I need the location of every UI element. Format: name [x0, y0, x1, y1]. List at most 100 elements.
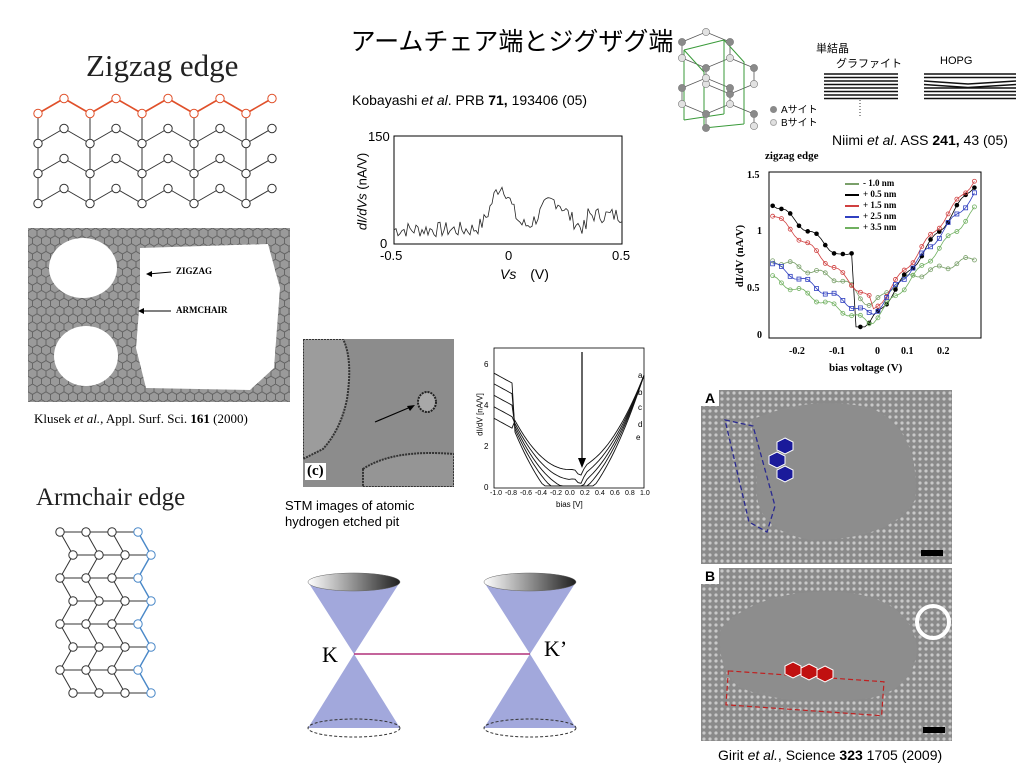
niimi-marker [831, 251, 837, 256]
lattice-bond [63, 158, 91, 174]
niimi-marker [936, 235, 942, 241]
lattice-atom [267, 123, 277, 134]
pit-diagram: ZIGZAG ARMCHAIR [28, 228, 290, 402]
niimi-marker [893, 281, 898, 287]
niimi-marker [796, 223, 802, 229]
zigzag-lattice-diagram [33, 93, 277, 209]
lattice-bond [63, 97, 91, 115]
niimi-marker [963, 255, 969, 260]
graphite-atom [726, 84, 734, 92]
lattice-bond [245, 97, 273, 115]
niimi-legend-entry: + 0.5 nm [845, 189, 896, 200]
legend-swatch-icon [845, 182, 859, 185]
niimi-marker [857, 289, 863, 295]
unit-cell-box [683, 39, 745, 129]
niimi-legend-entry: + 3.5 nm [845, 222, 896, 233]
legend-swatch-icon [845, 193, 859, 196]
lattice-atom [55, 527, 65, 537]
lattice-atom [189, 108, 199, 119]
spectra-arrowhead-icon [578, 458, 586, 468]
lattice-atom [68, 688, 78, 698]
niimi-xtick-3: 0.1 [901, 346, 914, 357]
spectra-ylabel: dI/dV [nA/V] [475, 393, 485, 436]
niimi-ylabel: dI/dV (nA/V) [734, 224, 746, 288]
lattice-atom [94, 688, 104, 698]
red-hexagons [784, 661, 834, 683]
niimi-marker [805, 290, 811, 296]
lattice-atom [81, 665, 91, 675]
lattice-atom [189, 138, 199, 149]
lattice-atom [146, 596, 156, 606]
dirac-cones-svg [307, 572, 577, 738]
graphite-atom [702, 28, 710, 36]
niimi-ytick-3: 1.5 [747, 170, 760, 181]
lattice-atom [33, 198, 43, 209]
graphite-atom [702, 64, 710, 72]
lattice-atom [267, 183, 277, 194]
niimi-marker [857, 296, 863, 302]
niimi-marker [972, 257, 977, 263]
lattice-atom [68, 550, 78, 560]
spectra-xlabel: bias [V] [556, 500, 583, 509]
lattice-atom [120, 688, 130, 698]
spectra-curve [493, 375, 645, 484]
niimi-legend-entry: - 1.0 nm [845, 178, 896, 189]
niimi-marker [814, 268, 819, 273]
niimi-marker [910, 265, 916, 271]
niimi-marker [787, 287, 793, 293]
niimi-marker [928, 258, 933, 264]
niimi-marker [936, 263, 942, 269]
kobayashi-xtick-0: -0.5 [380, 248, 403, 263]
niimi-marker [849, 313, 855, 319]
lattice-bond [115, 188, 143, 204]
niimi-legend-entry: + 1.5 nm [845, 200, 896, 211]
lattice-bond [193, 158, 221, 174]
kobayashi-plot: 150 0 -0.5 0 0.5 Vs (V) dI/dVs (nA/V) [350, 128, 631, 288]
lattice-bond [193, 128, 221, 144]
lattice-atom [267, 93, 277, 104]
niimi-marker [796, 286, 802, 291]
niimi-marker [954, 229, 960, 234]
lattice-atom [85, 108, 95, 119]
lattice-bond [219, 188, 247, 204]
lattice-atom [107, 619, 117, 629]
niimi-marker [963, 218, 969, 224]
niimi-marker [857, 305, 863, 311]
tem-panel-a: A [701, 390, 952, 564]
scale-bar-a [921, 550, 943, 556]
lattice-atom [241, 198, 251, 209]
niimi-marker [805, 270, 811, 276]
niimi-series-line [772, 257, 975, 306]
graphite-atom [750, 80, 758, 88]
niimi-marker [972, 204, 977, 210]
niimi-plot-svg [768, 171, 982, 339]
niimi-marker [919, 244, 925, 249]
stm-caption: STM images of atomic hydrogen etched pit [285, 498, 415, 529]
niimi-marker [822, 291, 828, 297]
lattice-atom [81, 527, 91, 537]
niimi-marker [779, 216, 784, 221]
girit-citation: Girit et al., Science 323 1705 (2009) [718, 747, 943, 763]
lattice-atom [85, 138, 95, 149]
lattice-bond [37, 158, 65, 174]
lattice-atom [107, 573, 117, 583]
cone-kprime-top-cap [483, 572, 577, 592]
lattice-bond [89, 128, 117, 144]
pit-bottom-left [54, 326, 118, 386]
tem-hole-a [751, 403, 916, 540]
lattice-bond [167, 158, 195, 174]
niimi-marker [945, 220, 951, 225]
lattice-atom [241, 168, 251, 179]
lattice-bond [115, 97, 143, 115]
lattice-bond [167, 188, 195, 204]
niimi-marker [954, 211, 960, 217]
lattice-atom [85, 198, 95, 209]
niimi-marker [822, 299, 828, 305]
niimi-marker [858, 324, 863, 330]
lattice-bond [245, 188, 273, 204]
niimi-marker [936, 245, 942, 251]
lattice-atom [59, 123, 69, 134]
lattice-bond [115, 158, 143, 174]
niimi-marker [831, 290, 837, 296]
spectra-xtick: 0.6 [610, 490, 620, 497]
